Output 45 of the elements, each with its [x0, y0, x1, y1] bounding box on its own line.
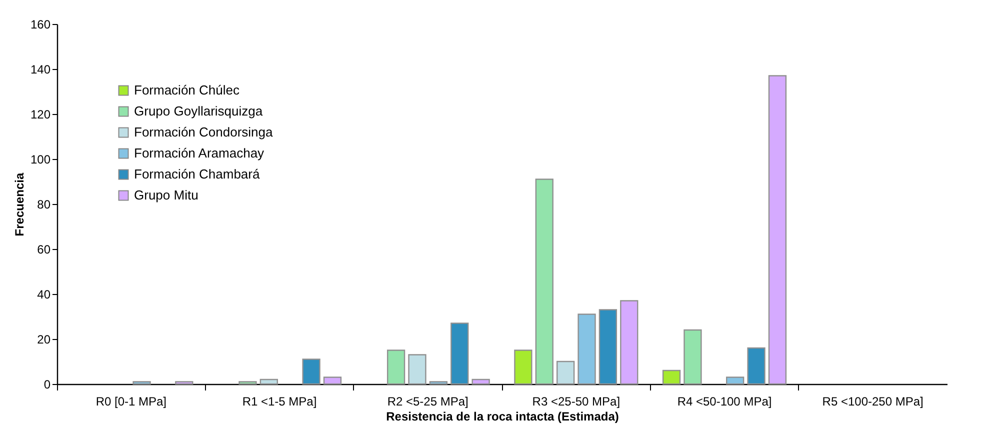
y-tick-label: 160 [30, 18, 51, 32]
bar [747, 347, 766, 385]
legend-label: Formación Chúlec [134, 82, 240, 98]
bar [323, 376, 342, 385]
y-tick-label: 0 [44, 378, 51, 392]
y-tick-label: 20 [37, 332, 51, 346]
bar [684, 329, 702, 385]
bar [260, 378, 278, 385]
x-axis-title: Resistencia de la roca intacta (Estimada) [386, 410, 619, 424]
y-tick-label: 140 [30, 62, 51, 76]
x-tick-label: R0 [0-1 MPa] [96, 394, 167, 408]
bar [408, 354, 426, 385]
bar [450, 322, 469, 385]
x-tick-label: R4 <50-100 MPa] [677, 394, 772, 408]
legend-label: Formación Condorsinga [134, 124, 274, 140]
legend-label: Grupo Goyllarisquizga [134, 104, 264, 118]
bar [768, 75, 787, 385]
x-tick-label: R5 <100-250 MPa] [822, 394, 924, 408]
bar [578, 314, 596, 385]
x-tick-label: R2 <5-25 MPa] [387, 394, 468, 408]
bar [620, 300, 638, 385]
bar [302, 358, 320, 385]
bar [238, 381, 257, 385]
y-tick-label: 40 [37, 288, 51, 302]
y-tick-label: 60 [37, 242, 51, 256]
bar [598, 309, 618, 385]
bar [514, 350, 532, 385]
y-tick-label: 120 [30, 108, 51, 122]
x-tick-label: R3 <25-50 MPa] [532, 394, 620, 408]
bar [556, 360, 575, 385]
y-tick-label: 80 [37, 198, 51, 212]
legend-label: Grupo Mitu [134, 188, 198, 202]
bar [472, 378, 490, 385]
bar [535, 178, 554, 385]
bar [429, 381, 448, 385]
legend-label: Formación Aramachay [134, 146, 265, 160]
bar [175, 381, 194, 385]
bar [726, 376, 744, 385]
bar [132, 381, 151, 385]
x-tick-label: R1 <1-5 MPa] [242, 394, 317, 408]
bar [662, 370, 681, 385]
legend-label: Formación Chambará [134, 166, 260, 182]
y-tick-label: 100 [30, 152, 51, 166]
y-axis-title: Frecuencia [12, 172, 26, 236]
bar [386, 350, 406, 385]
